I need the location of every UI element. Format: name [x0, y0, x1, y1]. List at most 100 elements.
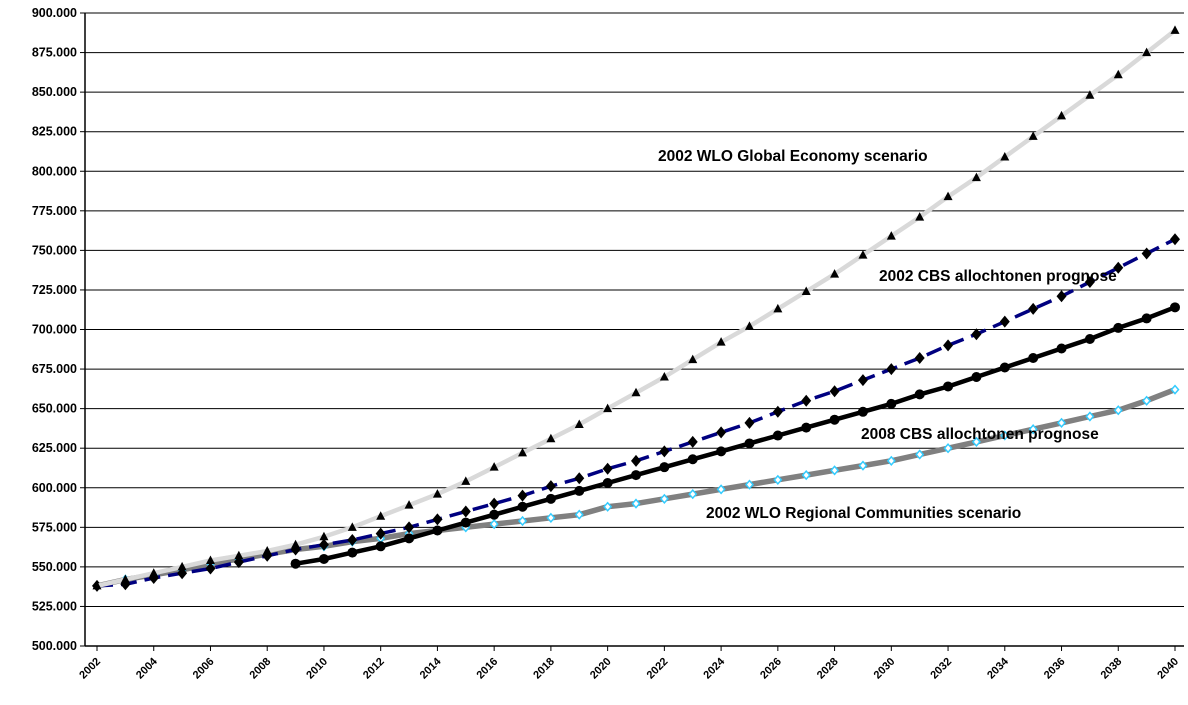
data-point	[772, 405, 783, 418]
data-point	[574, 509, 584, 520]
data-point	[432, 489, 442, 498]
data-point	[1142, 47, 1152, 57]
data-point	[688, 354, 698, 364]
data-point	[914, 389, 925, 400]
data-point	[829, 414, 840, 425]
data-point	[92, 580, 102, 590]
data-point	[631, 498, 641, 509]
data-point	[489, 509, 500, 520]
data-point	[149, 568, 159, 577]
x-tick-label: 2034	[985, 655, 1011, 681]
data-point	[659, 371, 669, 381]
data-point	[1028, 302, 1039, 315]
data-point	[347, 547, 358, 558]
y-tick-label: 900.000	[32, 6, 77, 20]
series-label-cbs-2008: 2008 CBS allochtonen prognose	[861, 426, 1099, 443]
data-point	[177, 561, 187, 571]
data-point	[375, 527, 386, 540]
data-point	[688, 488, 698, 500]
data-point	[1000, 430, 1010, 441]
data-point	[1085, 90, 1095, 99]
data-point	[915, 212, 925, 221]
data-point	[489, 462, 499, 471]
data-point	[461, 476, 471, 485]
data-point	[1084, 276, 1095, 289]
x-tick-label: 2004	[134, 655, 160, 681]
data-point	[659, 462, 670, 473]
y-tick-label: 550.000	[32, 560, 77, 574]
x-tick-label: 2030	[872, 656, 898, 682]
data-point	[857, 374, 868, 387]
data-point	[1113, 405, 1123, 416]
y-tick-label: 500.000	[32, 639, 77, 653]
y-tick-label: 875.000	[32, 46, 77, 60]
x-tick-label: 2002	[77, 656, 103, 682]
data-point	[574, 419, 584, 428]
x-tick-label: 2024	[701, 655, 727, 681]
data-point	[716, 484, 726, 495]
data-point	[999, 362, 1010, 373]
x-tick-label: 2014	[418, 655, 444, 681]
y-tick-label: 650.000	[32, 402, 77, 416]
data-point	[1085, 411, 1095, 422]
data-point	[716, 426, 727, 439]
data-point	[546, 512, 556, 523]
data-point	[858, 460, 868, 471]
plot-area	[84, 13, 1184, 647]
data-point	[460, 517, 471, 528]
y-tick-label: 775.000	[32, 204, 77, 218]
data-point	[801, 394, 812, 407]
data-point	[120, 574, 130, 584]
series-line	[96, 237, 1176, 588]
data-point	[744, 479, 754, 490]
data-point	[971, 328, 982, 341]
data-point	[489, 497, 500, 510]
data-point	[1170, 233, 1180, 246]
data-point	[716, 446, 727, 457]
y-tick-label: 750.000	[32, 243, 77, 257]
data-point	[772, 430, 783, 441]
data-point	[943, 191, 953, 201]
x-tick-label: 2012	[361, 656, 387, 682]
x-tick-label: 2038	[1099, 656, 1125, 682]
data-point	[1056, 290, 1067, 303]
data-point	[432, 513, 443, 526]
data-point	[205, 562, 216, 575]
y-axis-tick-labels: 500.000 525.000 550.000 575.000 600.000 625.0…	[32, 6, 77, 653]
series-label-regional-communities: 2002 WLO Regional Communities scenario	[706, 505, 1021, 522]
data-point	[432, 525, 443, 536]
data-point	[830, 269, 840, 278]
data-point	[375, 541, 386, 552]
data-point	[1084, 333, 1095, 344]
data-point	[545, 493, 556, 504]
data-point	[914, 351, 925, 364]
x-tick-label: 2026	[758, 656, 784, 682]
data-point	[460, 505, 471, 518]
data-point	[631, 470, 641, 481]
series-1	[92, 233, 1180, 592]
data-point	[687, 454, 698, 465]
data-point	[1113, 261, 1124, 274]
data-point	[687, 435, 698, 448]
y-tick-label: 700.000	[32, 323, 77, 337]
data-point	[602, 478, 613, 489]
data-point	[1000, 152, 1010, 161]
data-point	[773, 303, 783, 313]
data-point	[518, 515, 528, 527]
data-point	[886, 455, 896, 466]
data-point	[518, 447, 528, 457]
data-point	[716, 337, 726, 346]
data-point	[1057, 110, 1067, 120]
data-point	[971, 172, 981, 182]
data-point	[744, 321, 754, 330]
data-point	[1170, 25, 1180, 34]
data-point	[631, 387, 641, 397]
data-point	[971, 371, 982, 382]
data-point	[517, 489, 528, 502]
y-tick-label: 725.000	[32, 283, 77, 297]
x-tick-label: 2010	[304, 656, 330, 682]
data-point	[857, 406, 868, 417]
data-point	[574, 472, 585, 485]
x-tick-label: 2036	[1042, 656, 1068, 682]
